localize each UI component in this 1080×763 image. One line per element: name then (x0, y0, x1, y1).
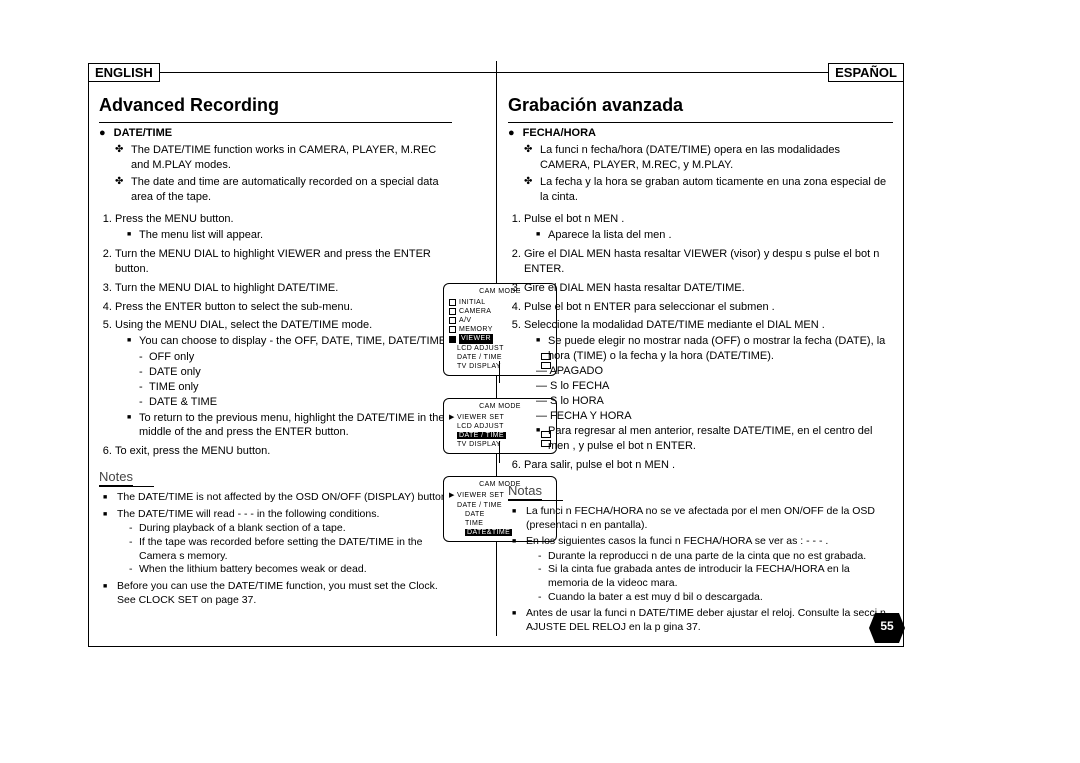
note: The DATE/TIME is not affected by the OSD… (103, 491, 452, 505)
left-subhead: ● DATE/TIME (99, 127, 452, 139)
substep: You can choose to display - the OFF, DAT… (127, 334, 452, 349)
note-sub: When the lithium battery becomes weak or… (129, 563, 452, 577)
right-column: Grabación avanzada ● FECHA/HORA La funci… (496, 73, 903, 646)
option: DATE only (139, 365, 452, 380)
left-notes: The DATE/TIME is not affected by the OSD… (99, 491, 452, 607)
option: — FECHA Y HORA (536, 409, 893, 424)
substep: Aparece la lista del men . (536, 228, 893, 243)
title-rule (508, 122, 893, 123)
note-sub: Cuando la bater a est muy d bil o descar… (538, 591, 893, 605)
step: Gire el DIAL MEN hasta resaltar VIEWER (… (524, 247, 893, 277)
right-subhead: ● FECHA/HORA (508, 127, 893, 139)
note: Antes de usar la funci n DATE/TIME deber… (512, 607, 893, 634)
step: Press the ENTER button to select the sub… (115, 300, 452, 315)
option: — S lo FECHA (536, 379, 893, 394)
left-intro-list: The DATE/TIME function works in CAMERA, … (99, 143, 452, 204)
option: — S lo HORA (536, 394, 893, 409)
page-number: 55 (869, 619, 905, 633)
content-columns: Advanced Recording ● DATE/TIME The DATE/… (89, 73, 903, 646)
intro-item: The DATE/TIME function works in CAMERA, … (117, 143, 452, 173)
right-steps: Pulse el bot n MEN . Aparece la lista de… (508, 212, 893, 473)
step: Pulse el bot n MEN . Aparece la lista de… (524, 212, 893, 243)
note-sub: Si la cinta fue grabada antes de introdu… (538, 563, 893, 590)
intro-item: La funci n fecha/hora (DATE/TIME) opera … (526, 143, 893, 173)
substep: To return to the previous menu, highligh… (127, 411, 452, 441)
option: DATE & TIME (139, 395, 452, 410)
option: TIME only (139, 380, 452, 395)
step: Turn the MENU DIAL to highlight VIEWER a… (115, 247, 452, 277)
left-title: Advanced Recording (99, 95, 452, 116)
left-column: Advanced Recording ● DATE/TIME The DATE/… (89, 73, 496, 646)
notes-underline (508, 500, 563, 501)
option: — APAGADO (536, 364, 893, 379)
step: Turn the MENU DIAL to highlight DATE/TIM… (115, 281, 452, 296)
step: Pulse el bot n ENTER para seleccionar el… (524, 300, 893, 315)
right-intro-list: La funci n fecha/hora (DATE/TIME) opera … (508, 143, 893, 204)
subhead-text: DATE/TIME (114, 127, 172, 139)
step: To exit, press the MENU button. (115, 444, 452, 459)
step: Para salir, pulse el bot n MEN . (524, 458, 893, 473)
notes-underline (99, 486, 154, 487)
intro-item: La fecha y la hora se graban autom ticam… (526, 175, 893, 205)
step: Gire el DIAL MEN hasta resaltar DATE/TIM… (524, 281, 893, 296)
manual-page: ENGLISH ESPAÑOL Advanced Recording ● DAT… (88, 72, 904, 647)
note: The DATE/TIME will read - - - in the fol… (103, 508, 452, 577)
note-sub: Durante la reproducci n de una parte de … (538, 550, 893, 564)
substep: The menu list will appear. (127, 228, 452, 243)
option: OFF only (139, 350, 452, 365)
step: Press the MENU button. The menu list wil… (115, 212, 452, 243)
title-rule (99, 122, 452, 123)
step: Seleccione la modalidad DATE/TIME median… (524, 318, 893, 454)
bullet-icon: ● (99, 127, 106, 139)
substep: Se puede elegir no mostrar nada (OFF) o … (536, 334, 893, 364)
note: En los siguientes casos la funci n FECHA… (512, 535, 893, 604)
subhead-text: FECHA/HORA (523, 127, 596, 139)
note-sub: If the tape was recorded before setting … (129, 536, 452, 563)
substep: Para regresar al men anterior, resalte D… (536, 424, 893, 454)
bullet-icon: ● (508, 127, 515, 139)
left-steps: Press the MENU button. The menu list wil… (99, 212, 452, 459)
note: Before you can use the DATE/TIME functio… (103, 580, 452, 607)
notes-heading: Notas (508, 483, 542, 500)
page-number-badge: 55 (869, 613, 905, 648)
intro-item: The date and time are automatically reco… (117, 175, 452, 205)
right-title: Grabación avanzada (508, 95, 893, 116)
right-notes: La funci n FECHA/HORA no se ve afectada … (508, 505, 893, 635)
note-sub: During playback of a blank section of a … (129, 522, 452, 536)
note: La funci n FECHA/HORA no se ve afectada … (512, 505, 893, 532)
notes-heading: Notes (99, 469, 133, 486)
step: Using the MENU DIAL, select the DATE/TIM… (115, 318, 452, 440)
